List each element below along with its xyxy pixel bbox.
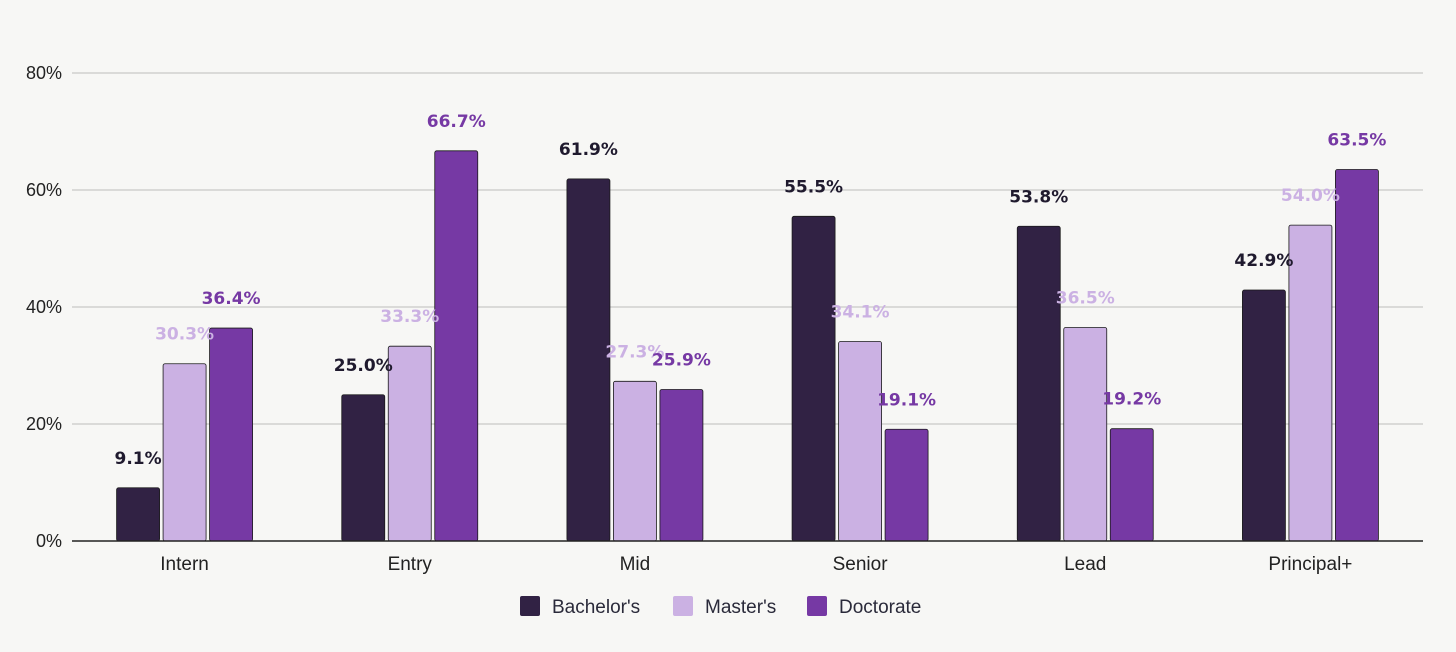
legend-swatch [807,596,827,616]
bar-doctorate-intern [209,327,253,542]
legend: Bachelor's Master's Doctorate [520,596,921,618]
x-category-label: Principal+ [1268,554,1352,575]
legend-item: Doctorate [807,596,921,618]
bar-bachelor-s-intern [116,487,160,542]
x-category-label: Lead [1064,554,1106,575]
legend-item: Master's [673,596,776,618]
bar-master-s-senior [838,341,882,542]
bar-master-s-lead [1063,327,1108,542]
data-label: 25.0% [334,356,393,376]
y-tick-label: 80% [26,63,62,83]
gridlines [72,72,1423,425]
data-label: 36.4% [202,289,261,309]
data-label: 27.3% [605,342,664,362]
data-label: 19.1% [877,390,936,410]
legend-swatch [673,596,693,616]
legend-label: Bachelor's [552,597,640,618]
data-label: 19.2% [1102,390,1161,410]
y-tick-label: 20% [26,414,62,434]
bar-bachelor-s-principal [1242,289,1286,542]
data-label: 61.9% [559,140,618,160]
bar-doctorate-lead [1109,428,1154,542]
bar-bachelor-s-mid [566,178,611,542]
axes: 0% 20% 40% 60% 80% Intern Entry Mid Senior Lead Pr… [26,63,1423,575]
x-category-label: Entry [388,554,433,575]
data-label: 42.9% [1234,251,1293,271]
legend-label: Master's [705,597,776,618]
bar-doctorate-principal [1335,169,1379,542]
data-label: 34.1% [831,303,890,323]
y-tick-label: 60% [26,180,62,200]
bar-master-s-principal [1288,224,1333,542]
data-label: 33.3% [380,307,439,327]
data-label: 36.5% [1056,288,1115,308]
y-tick-label: 40% [26,297,62,317]
bar-bachelor-s-lead [1016,225,1061,542]
bar-bachelor-s-senior [791,215,836,542]
bar-doctorate-entry [434,150,479,542]
data-label: 63.5% [1327,131,1386,151]
data-label: 53.8% [1009,187,1068,207]
x-category-label: Mid [620,554,651,575]
x-category-label: Senior [833,554,889,575]
bar-doctorate-senior [884,428,929,542]
bars [116,150,1379,542]
data-label: 9.1% [115,449,162,469]
bar-master-s-entry [387,345,432,542]
bar-master-s-mid [613,380,657,542]
bar-bachelor-s-entry [341,394,386,542]
legend-item: Bachelor's [520,596,640,618]
y-tick-label: 0% [36,531,62,551]
bar-doctorate-mid [659,389,704,542]
data-label: 66.7% [427,112,486,132]
bar-master-s-intern [162,363,207,542]
data-label: 30.3% [155,325,214,345]
data-labels: 9.1% 30.3% 36.4% 25.0% 33.3% 66.7% 61.9% 27.3%2… [115,112,1387,469]
data-label: 25.9% [652,350,711,370]
legend-label: Doctorate [839,597,921,618]
data-label: 55.5% [784,177,843,197]
legend-swatch [520,596,540,616]
x-category-label: Intern [160,554,209,575]
data-label: 54.0% [1281,186,1340,206]
